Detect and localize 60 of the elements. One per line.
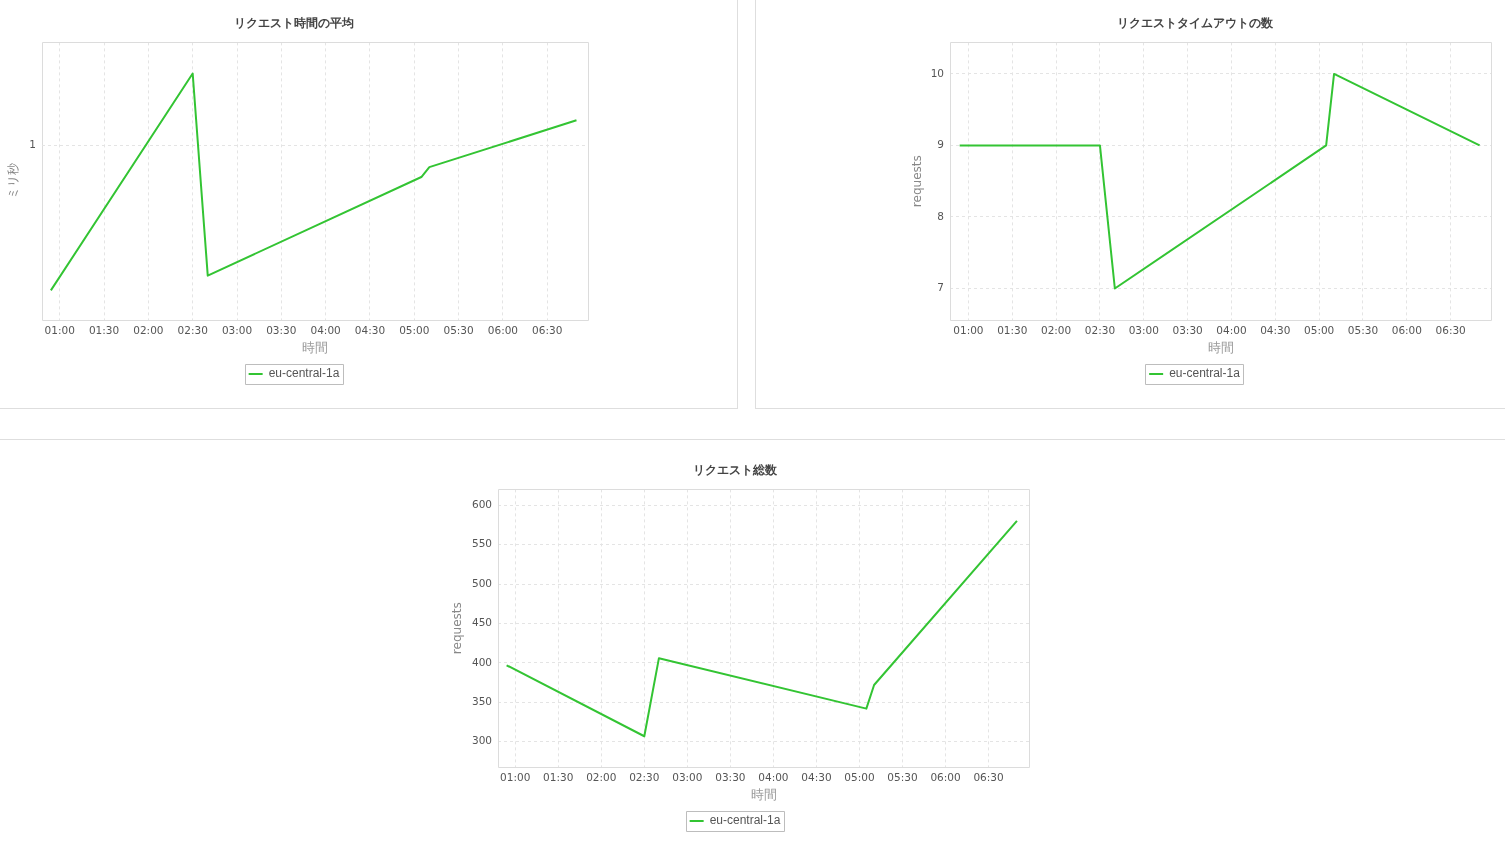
chart-title: リクエスト時間の平均 <box>234 16 354 31</box>
x-tick-label: 03:00 <box>221 324 253 337</box>
x-tick-label: 04:00 <box>1216 324 1247 337</box>
chart-title: リクエスト総数 <box>693 463 778 478</box>
x-tick-label: 06:00 <box>1391 324 1422 337</box>
y-tick-label: 8 <box>937 209 944 222</box>
x-tick-label: 05:00 <box>399 324 430 337</box>
x-tick-label: 01:00 <box>953 324 984 337</box>
x-tick-label: 06:30 <box>973 771 1004 784</box>
x-tick-label: 01:30 <box>88 324 120 337</box>
x-tick-label: 02:30 <box>629 771 660 784</box>
x-tick-label: 03:30 <box>715 771 746 784</box>
x-tick-label: 05:30 <box>1347 324 1379 337</box>
y-tick-label: 600 <box>471 497 492 510</box>
x-tick-label: 03:00 <box>1128 324 1159 337</box>
y-axis-title: requests <box>450 602 465 655</box>
x-tick-label: 02:30 <box>177 324 208 337</box>
ref-line-label: 1 <box>29 138 36 151</box>
x-tick-label: 02:00 <box>133 324 164 337</box>
y-tick-label: 300 <box>471 734 492 747</box>
x-tick-label: 04:30 <box>801 771 832 784</box>
x-tick-label: 05:00 <box>844 771 875 784</box>
x-tick-label: 04:30 <box>354 324 386 337</box>
y-tick-label: 350 <box>471 695 492 708</box>
x-tick-label: 06:30 <box>532 324 563 337</box>
x-tick-label: 02:00 <box>1040 324 1072 337</box>
x-axis-title: 時間 <box>1207 339 1234 355</box>
x-tick-label: 06:00 <box>930 771 961 784</box>
x-tick-label: 04:00 <box>310 324 341 337</box>
x-tick-label: 05:00 <box>1304 324 1335 337</box>
y-tick-label: 450 <box>471 616 492 629</box>
y-tick-label: 10 <box>930 66 944 79</box>
x-tick-label: 01:30 <box>997 324 1028 337</box>
x-tick-label: 03:30 <box>266 324 297 337</box>
x-tick-label: 04:00 <box>758 771 789 784</box>
y-axis-title: requests <box>910 155 925 208</box>
x-axis-title: 時間 <box>750 786 777 802</box>
x-tick-label: 02:00 <box>586 771 617 784</box>
y-tick-label: 7 <box>937 281 944 294</box>
legend-label: eu-central-1a <box>268 366 340 381</box>
y-tick-label: 500 <box>471 576 492 589</box>
chart-title: リクエストタイムアウトの数 <box>1116 16 1274 31</box>
x-tick-label: 05:30 <box>443 324 474 337</box>
x-tick-label: 06:30 <box>1435 324 1466 337</box>
x-tick-label: 05:30 <box>887 771 918 784</box>
y-tick-label: 550 <box>471 537 492 550</box>
x-tick-label: 04:30 <box>1260 324 1291 337</box>
y-tick-label: 400 <box>471 655 492 668</box>
y-axis-title: ミリ秒 <box>6 163 21 200</box>
x-tick-label: 03:30 <box>1172 324 1203 337</box>
x-tick-label: 06:00 <box>487 324 519 337</box>
x-axis-title: 時間 <box>302 339 328 355</box>
legend-label: eu-central-1a <box>709 813 781 828</box>
x-tick-label: 01:00 <box>44 324 75 337</box>
x-tick-label: 01:00 <box>500 771 531 784</box>
x-tick-label: 03:00 <box>672 771 703 784</box>
y-tick-label: 9 <box>937 138 944 151</box>
x-tick-label: 01:30 <box>543 771 574 784</box>
x-tick-label: 02:30 <box>1084 324 1116 337</box>
legend-label: eu-central-1a <box>1169 366 1241 381</box>
